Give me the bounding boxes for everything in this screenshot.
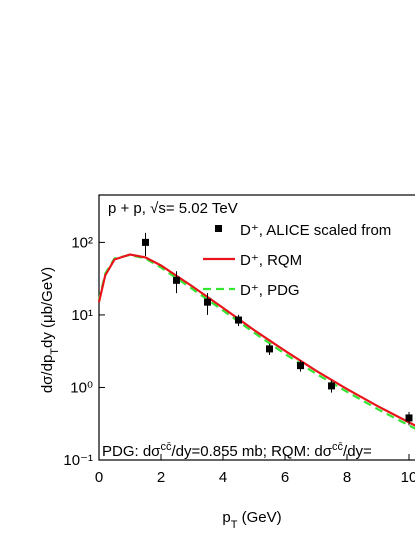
annotation: p + p, √s= 5.02 TeV: [108, 200, 238, 217]
legend-marker: [215, 225, 222, 232]
label-part: p: [222, 509, 230, 526]
label-part: /dy=0.855 mb; RQM: dσ: [171, 443, 332, 460]
data-point: [297, 362, 304, 370]
label-part: T: [49, 348, 61, 355]
legend-label: D⁺, ALICE scaled from: [240, 222, 391, 239]
data-point: [328, 382, 335, 390]
data-point: [235, 316, 242, 324]
data-point: [405, 414, 413, 422]
y-tick-label: 10⁻¹: [63, 452, 93, 469]
y-tick-label: 10¹: [71, 307, 93, 324]
label-part: dy (μb/GeV): [39, 267, 56, 348]
data-point: [204, 298, 211, 306]
y-tick-label: 10⁰: [70, 379, 93, 396]
data-point: [173, 276, 180, 284]
x-tick-label: 4: [219, 469, 227, 486]
x-axis-label: pT (GeV): [222, 509, 281, 531]
label-part: (GeV): [237, 509, 281, 526]
x-tick-label: 0: [95, 469, 103, 486]
data-point: [142, 238, 149, 246]
y-tick-label: 10²: [71, 234, 93, 251]
label-part: /dy=: [343, 443, 372, 460]
data-point: [266, 345, 273, 353]
legend-label: D⁺, PDG: [240, 282, 300, 299]
x-tick-label: 10: [401, 469, 415, 486]
legend-label: D⁺, RQM: [240, 252, 302, 269]
x-tick-label: 6: [281, 469, 289, 486]
bottom-note: PDG: dσcc̄/dy=0.855 mb; RQM: dσcc̄/dy=: [102, 441, 372, 460]
label-part: cc̄: [160, 441, 172, 453]
label-part: PDG: dσ: [102, 443, 161, 460]
y-axis-label: dσ/dpTdy (μb/GeV): [39, 267, 61, 393]
label-part: dσ/dp: [39, 355, 56, 393]
label-part: cc̄: [332, 441, 344, 453]
label-part: T: [231, 519, 238, 531]
x-tick-label: 2: [157, 469, 165, 486]
x-tick-label: 8: [343, 469, 351, 486]
